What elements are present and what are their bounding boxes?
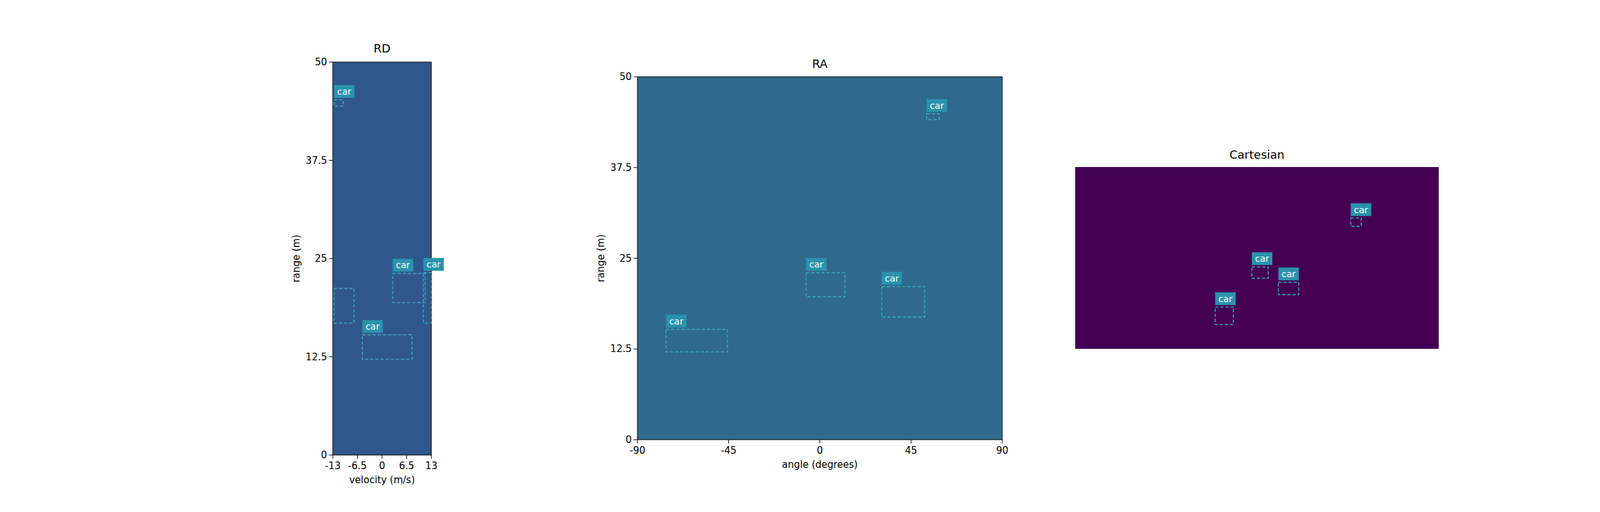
detection-box — [423, 272, 432, 324]
label-background — [1278, 267, 1300, 281]
detection-box — [334, 288, 354, 324]
frame — [637, 76, 1003, 440]
y-tick — [328, 356, 333, 358]
box-label: car — [1255, 253, 1270, 264]
box-label: car — [929, 100, 944, 111]
x-tick-label: 0 — [378, 460, 386, 472]
label-background — [926, 99, 948, 112]
x-tick-label: 6.5 — [399, 460, 415, 472]
box-label: car — [426, 259, 441, 270]
x-tick — [406, 455, 408, 459]
y-tick — [328, 455, 333, 456]
box-label: car — [1281, 268, 1296, 280]
y-tick-label: 25 — [314, 252, 328, 265]
label-background — [423, 257, 445, 271]
label-background — [334, 85, 355, 98]
detection-box — [362, 334, 413, 360]
y-tick-label: 37.5 — [610, 161, 632, 174]
x-tick-label: 0 — [816, 444, 824, 457]
detection-box — [926, 113, 939, 120]
title: Cartesian — [1229, 147, 1285, 162]
x-tick — [910, 439, 912, 444]
plot-background — [637, 76, 1003, 440]
y-axis-label: range (m) — [595, 234, 607, 283]
x-tick-label: -6.5 — [348, 460, 367, 472]
x-tick-label: -13 — [325, 460, 342, 472]
panel: Cartesiancarcarcarcar — [1075, 147, 1439, 349]
x-tick — [637, 439, 639, 444]
boxes — [666, 113, 940, 352]
y-tick-label: 0 — [320, 449, 328, 461]
y-axis-label: range (m) — [290, 234, 303, 283]
label-background — [881, 272, 903, 285]
x-axis-label: velocity (m/s) — [349, 474, 416, 486]
panel: RA -90 -45 0 45 90 0 12.5 25 37.5 50 angle (degrees… — [595, 56, 1009, 471]
x-tick — [431, 455, 432, 459]
label-background — [1351, 203, 1372, 217]
box-label: car — [396, 259, 411, 271]
y-tick — [328, 160, 333, 161]
y-tick-label: 50 — [314, 56, 328, 68]
box-label: car — [337, 86, 352, 97]
plot-background — [332, 62, 432, 456]
box-label: car — [808, 259, 824, 270]
box-label: car — [1218, 293, 1233, 304]
x-tick — [728, 439, 729, 444]
y-tick — [328, 62, 333, 63]
x-tick — [332, 455, 334, 459]
y-tick-label: 37.5 — [305, 154, 328, 167]
boxes — [334, 99, 432, 360]
detection-box — [1251, 266, 1269, 279]
panel: RD -13 -6.5 0 6.5 13 0 12.5 25 37.5 50 velocity (m/… — [290, 41, 445, 486]
y-tick — [633, 76, 638, 78]
x-tick-label: -45 — [720, 444, 737, 457]
figure: RD -13 -6.5 0 6.5 13 0 12.5 25 37.5 50 velocity (m/… — [0, 0, 1600, 512]
y-tick — [633, 439, 638, 441]
detection-box — [1278, 282, 1300, 295]
x-tick — [1002, 439, 1003, 444]
y-tick-label: 12.5 — [305, 351, 328, 363]
x-tick-label: 90 — [995, 444, 1008, 457]
box-label: car — [669, 316, 684, 327]
y-tick-label: 25 — [619, 252, 632, 265]
detection-box — [1351, 218, 1362, 227]
label-background — [1215, 292, 1236, 306]
y-tick — [633, 257, 638, 259]
y-tick-label: 50 — [619, 71, 632, 83]
detection-box — [1215, 307, 1234, 325]
y-tick-label: 0 — [625, 433, 632, 446]
y-tick — [633, 167, 638, 168]
frame — [332, 62, 432, 456]
title: RD — [373, 41, 391, 56]
label-background — [362, 320, 383, 333]
box-label: car — [1354, 204, 1369, 216]
x-tick-label: 45 — [904, 444, 918, 457]
boxes — [1215, 218, 1362, 325]
detection-box — [334, 99, 344, 107]
detection-box — [392, 273, 426, 303]
x-tick — [357, 455, 358, 459]
label-background — [1251, 252, 1273, 265]
detection-box — [881, 286, 925, 318]
detection-box — [666, 329, 728, 352]
label-background — [666, 314, 687, 328]
y-tick — [633, 348, 638, 350]
x-tick-label: 13 — [424, 460, 438, 472]
x-tick — [819, 439, 821, 444]
title: RA — [812, 56, 829, 71]
label-background — [392, 258, 414, 272]
box-label: car — [885, 273, 900, 284]
box-label: car — [365, 321, 380, 332]
y-tick-label: 12.5 — [610, 343, 632, 355]
x-tick — [382, 455, 383, 459]
x-axis-label: angle (degrees) — [782, 458, 858, 471]
label-background — [805, 257, 827, 271]
detection-box — [805, 272, 845, 297]
x-tick-label: -90 — [629, 444, 646, 457]
y-tick — [328, 258, 333, 260]
plot-background — [1075, 167, 1439, 349]
